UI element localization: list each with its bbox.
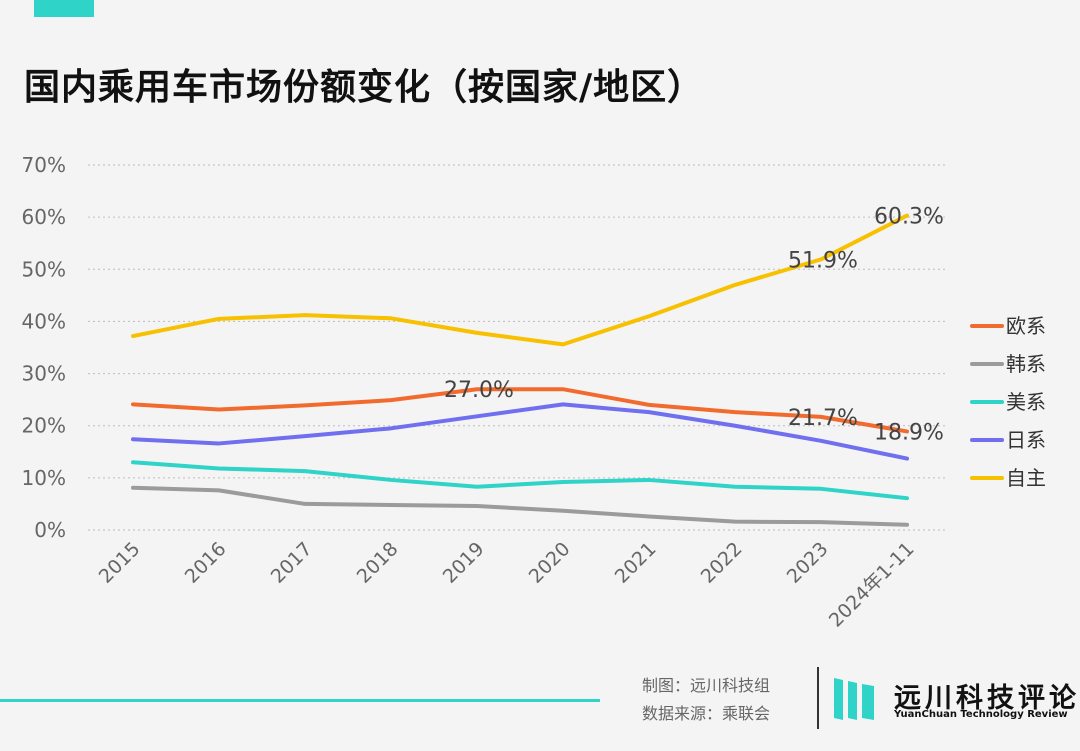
x-tick-label: 2024年1-11: [825, 538, 919, 632]
y-tick-label: 40%: [22, 309, 66, 333]
x-tick-label: 2022: [697, 538, 747, 588]
data-label: 18.9%: [874, 420, 944, 445]
y-tick-label: 30%: [22, 362, 66, 386]
x-tick-label: 2017: [267, 538, 317, 588]
y-tick-label: 20%: [22, 414, 66, 438]
credits: 制图：远川科技组 数据来源：乘联会: [642, 672, 770, 728]
y-tick-label: 10%: [22, 466, 66, 490]
data-label: 51.9%: [788, 248, 858, 273]
credit-chart: 制图：远川科技组: [642, 676, 771, 695]
chart-title: 国内乘用车市场份额变化（按国家/地区）: [24, 67, 705, 108]
x-tick-label: 2020: [525, 538, 575, 588]
data-label: 27.0%: [444, 378, 514, 403]
y-tick-label: 60%: [22, 205, 66, 229]
y-tick-label: 70%: [22, 153, 66, 177]
series-line: [131, 402, 909, 461]
legend-label: 美系: [1006, 390, 1046, 414]
brand-subtitle: YuanChuan Technology Review: [894, 709, 1068, 720]
brand-name: 远川科技评论: [894, 683, 1080, 714]
x-tick-label: 2019: [439, 538, 489, 588]
legend-label: 自主: [1006, 466, 1046, 490]
series-line: [131, 485, 909, 527]
x-tick-label: 2016: [181, 538, 231, 588]
data-label: 21.7%: [788, 406, 858, 431]
brand-logo-icon: [834, 678, 874, 720]
footer-separator: [817, 667, 819, 729]
y-tick-label: 0%: [34, 518, 66, 542]
credit-source: 数据来源：乘联会: [642, 704, 771, 723]
x-tick-label: 2018: [353, 538, 403, 588]
legend-label: 日系: [1006, 428, 1046, 452]
x-tick-label: 2021: [611, 538, 661, 588]
legend-label: 韩系: [1006, 352, 1046, 376]
x-tick-label: 2015: [95, 538, 145, 588]
series-line: [131, 460, 909, 501]
y-tick-label: 50%: [22, 257, 66, 281]
line-chart: 0% 10% 20% 30% 40% 50% 60% 70% 2015 2016 2017 2018 2…: [22, 153, 1046, 632]
footer-divider: [0, 699, 600, 702]
x-tick-label: 2023: [783, 538, 833, 588]
data-label: 60.3%: [874, 205, 944, 230]
accent-bar: [34, 0, 94, 17]
series-line: [131, 213, 909, 347]
legend-label: 欧系: [1006, 314, 1046, 338]
series-line: [131, 387, 909, 434]
